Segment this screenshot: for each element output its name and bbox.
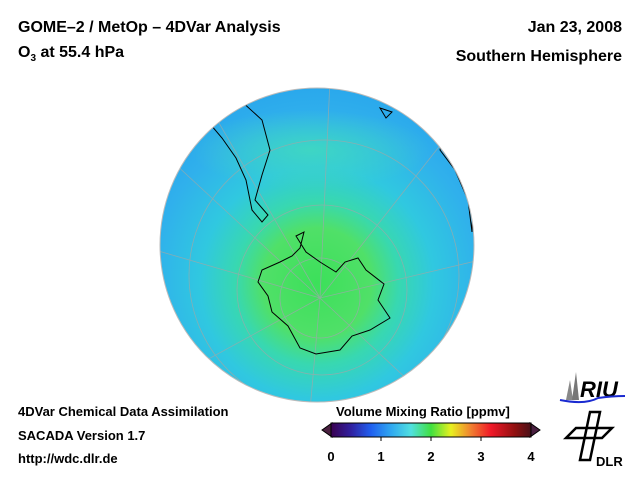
- antarctica-coastline: [257, 231, 391, 355]
- footer-url: http://wdc.dlr.de: [18, 451, 118, 466]
- colorbar-gradient: [330, 422, 532, 438]
- ozone-band: [190, 110, 430, 190]
- colorbar: [321, 422, 541, 441]
- hemisphere-label: Southern Hemisphere: [455, 48, 622, 65]
- colorbar-tick: 1: [377, 449, 385, 464]
- footer-line-2: SACADA Version 1.7: [18, 428, 146, 443]
- colorbar-title: Volume Mixing Ratio [ppmv]: [336, 404, 510, 419]
- species-level: O3 at 55.4 hPa: [18, 44, 124, 64]
- colorbar-tick: 0: [327, 449, 335, 464]
- svg-text:DLR: DLR: [596, 454, 623, 469]
- footer-line-1: 4DVar Chemical Data Assimilation: [18, 404, 229, 419]
- riu-logo: RIU: [559, 372, 626, 404]
- pressure-level: at 55.4 hPa: [36, 44, 125, 61]
- figure-title: GOME–2 / MetOp – 4DVar Analysis: [18, 19, 281, 36]
- dlr-logo: DLR: [562, 410, 623, 469]
- colorbar-tick: 2: [427, 449, 435, 464]
- colorbar-tick: 3: [477, 449, 485, 464]
- date-label: Jan 23, 2008: [527, 19, 622, 36]
- south-america-coastline: [204, 91, 271, 223]
- colorbar-tick: 4: [527, 449, 535, 464]
- island: [378, 107, 393, 119]
- species-subscript: 3: [30, 53, 37, 65]
- species: O: [18, 44, 31, 61]
- graticule: [160, 88, 474, 402]
